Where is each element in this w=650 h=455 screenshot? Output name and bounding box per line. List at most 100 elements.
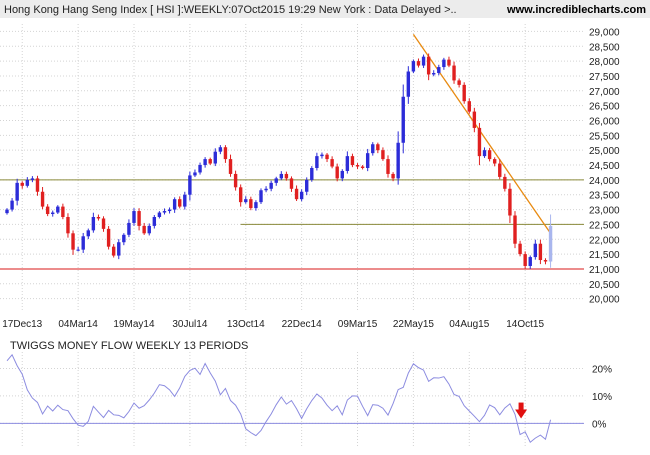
y-tick-label: 23,000 <box>589 206 620 217</box>
y-tick-label: 24,000 <box>589 176 620 187</box>
candle-body <box>106 228 111 247</box>
candle-body <box>10 200 14 210</box>
candle-body <box>533 243 538 258</box>
candle-body <box>477 127 482 157</box>
candle-body <box>238 187 243 203</box>
candle-body <box>15 182 19 201</box>
candle-body <box>462 84 466 102</box>
candle-body <box>223 147 228 160</box>
candle-body <box>498 163 502 177</box>
candle-body <box>208 159 212 164</box>
candle-body <box>482 150 487 157</box>
candle-body <box>244 199 248 203</box>
x-tick-label: 14Oct15 <box>506 319 544 330</box>
x-tick-label: 04Aug15 <box>449 319 489 330</box>
candle-body <box>472 111 477 128</box>
candle-body <box>416 61 421 66</box>
candle-body <box>386 159 390 174</box>
candle-body <box>61 206 65 217</box>
candle-body <box>320 154 324 157</box>
x-tick-label: 17Dec13 <box>2 319 42 330</box>
candle-body <box>503 176 507 189</box>
x-tick-label: 09Mar15 <box>338 319 378 330</box>
candle-body <box>127 222 131 235</box>
candle-body <box>51 212 55 215</box>
y-tick-label: 21,500 <box>589 250 620 261</box>
x-tick-label: 22May15 <box>393 319 435 330</box>
candle-body <box>96 216 101 219</box>
candle-body <box>233 173 238 188</box>
candle-body <box>167 209 172 212</box>
candle-body <box>452 65 456 81</box>
y-tick-label: 23,500 <box>589 191 620 202</box>
candle-body <box>355 165 360 167</box>
indicator-grid <box>0 352 584 448</box>
candle-body <box>198 165 202 173</box>
candle-body <box>249 199 253 209</box>
candle-body <box>157 212 162 217</box>
candle-body <box>86 230 90 237</box>
candle-body <box>411 61 416 72</box>
candle-body <box>172 199 177 210</box>
arrow-icon <box>515 409 528 419</box>
y-tick-label: 29,000 <box>589 27 620 38</box>
candle-body <box>269 182 273 189</box>
candle-body <box>218 147 223 152</box>
indicator-tick-label: 20% <box>592 364 612 375</box>
candle-body <box>289 178 294 189</box>
candle-body <box>264 188 268 191</box>
candle-body <box>259 190 263 203</box>
candle-body <box>147 225 151 234</box>
candle-body <box>457 80 461 85</box>
candle-body <box>426 56 431 75</box>
candle-body <box>284 173 289 179</box>
price-candles <box>5 53 553 270</box>
candle-body <box>5 209 9 214</box>
candle-body <box>508 188 512 216</box>
candle-body <box>315 156 319 168</box>
arrow-icon-shaft <box>518 402 524 410</box>
candle-body <box>305 179 309 192</box>
y-tick-label: 25,000 <box>589 146 620 157</box>
x-tick-label: 30Jul14 <box>172 319 207 330</box>
candle-body <box>20 182 24 186</box>
candle-body <box>152 216 157 226</box>
y-tick-label: 24,500 <box>589 161 620 172</box>
candle-body <box>81 236 85 250</box>
y-tick-label: 22,500 <box>589 220 620 231</box>
candle-body <box>371 144 375 154</box>
candle-body <box>492 159 497 164</box>
candle-body <box>401 96 405 143</box>
candle-body <box>279 173 284 179</box>
candle-body <box>538 243 543 261</box>
candle-body <box>299 191 304 200</box>
candle-body <box>396 142 400 179</box>
candle-body <box>76 249 80 251</box>
y-tick-label: 28,500 <box>589 42 620 53</box>
candle-body <box>381 150 385 160</box>
candle-body <box>330 159 334 167</box>
chart-title: Hong Kong Hang Seng Index [ HSI ]:WEEKLY… <box>4 4 457 16</box>
brand-link[interactable]: www.incrediblecharts.com <box>506 4 646 16</box>
candle-body <box>350 156 355 166</box>
x-tick-label: 13Oct14 <box>227 319 265 330</box>
y-tick-label: 28,000 <box>589 57 620 68</box>
candle-body <box>35 178 40 192</box>
candle-body <box>548 225 553 262</box>
candle-body <box>122 234 126 243</box>
candle-body <box>188 175 192 195</box>
indicator-tick-label: 0% <box>592 419 607 430</box>
candle-body <box>162 211 167 213</box>
candle-body <box>228 159 233 174</box>
candle-body <box>294 188 299 200</box>
y-tick-label: 26,000 <box>589 116 620 127</box>
candle-body <box>66 216 70 234</box>
candle-body <box>360 166 365 168</box>
indicator-plot <box>0 353 584 444</box>
candle-body <box>111 246 116 256</box>
candle-body <box>432 72 436 75</box>
candle-body <box>365 153 370 168</box>
x-tick-label: 22Dec14 <box>282 319 322 330</box>
